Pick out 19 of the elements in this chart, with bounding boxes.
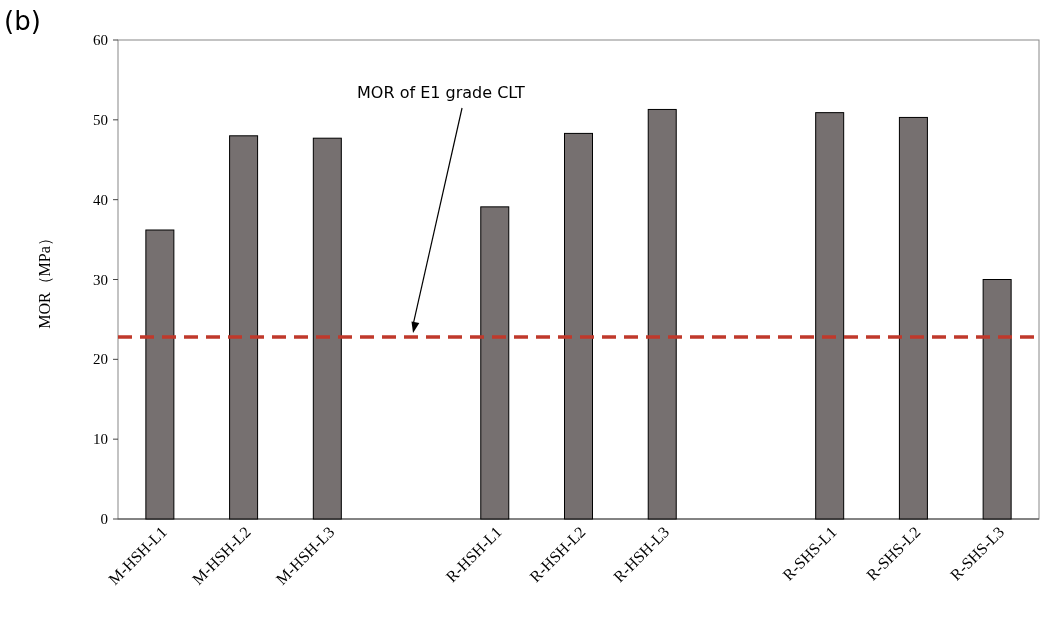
annotation: MOR of E1 grade CLT bbox=[357, 83, 526, 102]
bar bbox=[480, 206, 510, 520]
bar bbox=[145, 229, 175, 520]
bar bbox=[312, 137, 342, 520]
y-tick-label: 10 bbox=[93, 431, 108, 448]
bar bbox=[229, 135, 259, 520]
y-tick-label: 50 bbox=[93, 111, 108, 128]
bar bbox=[898, 116, 928, 520]
bar bbox=[982, 279, 1012, 520]
y-tick-label: 40 bbox=[93, 191, 108, 208]
text: (b) bbox=[4, 6, 41, 36]
y-axis-title: MOR（MPa） bbox=[36, 230, 53, 329]
y-tick-label: 30 bbox=[93, 271, 108, 288]
y-tick-label: 0 bbox=[100, 511, 108, 527]
y-tick-label: 20 bbox=[93, 351, 108, 368]
bar bbox=[815, 112, 845, 520]
y-tick-label: 60 bbox=[93, 32, 108, 48]
bar bbox=[647, 108, 677, 520]
bar bbox=[564, 132, 593, 520]
